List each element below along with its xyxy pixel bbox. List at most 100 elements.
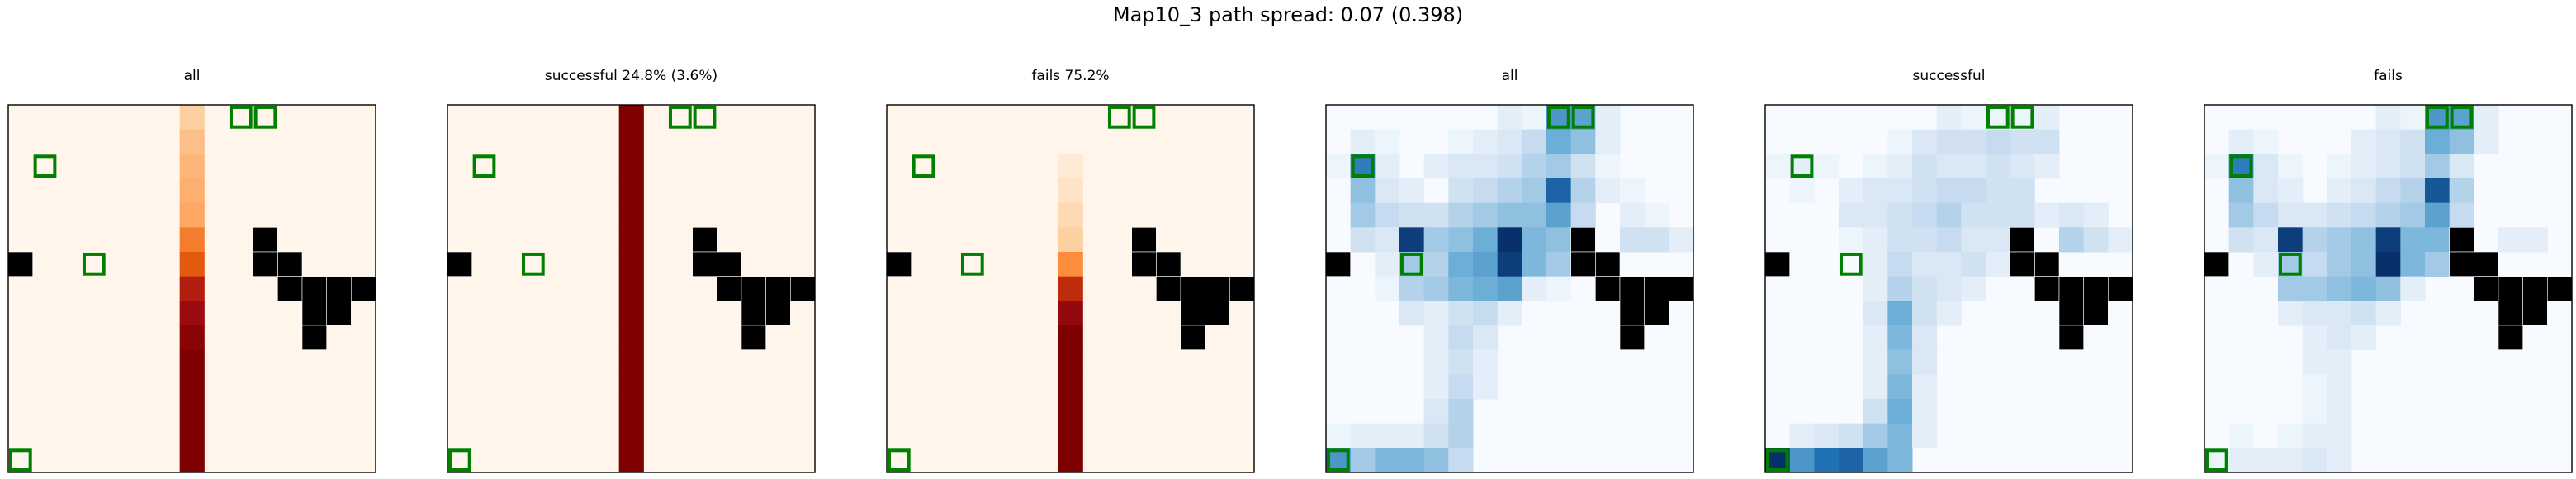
wall-cell xyxy=(1595,276,1621,301)
heatmap-cell xyxy=(1863,448,1888,473)
heatmap-cell xyxy=(2253,129,2279,154)
wall-cell xyxy=(1180,276,1205,301)
panel-frame xyxy=(886,104,1255,473)
heatmap-cell xyxy=(1058,178,1083,204)
heatmap-cell xyxy=(2375,154,2401,179)
heatmap-cell xyxy=(1863,423,1888,448)
heatmap-cell xyxy=(1473,325,1499,351)
heatmap-cell xyxy=(1936,301,1962,326)
heatmap-cell xyxy=(1399,227,1425,253)
heatmap-cell xyxy=(1912,349,1938,375)
heatmap-cell xyxy=(2034,202,2060,228)
heatmap-cell xyxy=(2010,129,2035,154)
heatmap-cell xyxy=(2351,252,2377,277)
heatmap-cell xyxy=(1326,423,1352,448)
heatmap-cell xyxy=(618,276,644,301)
heatmap-cell xyxy=(2449,129,2474,154)
heatmap-cell xyxy=(2351,178,2377,204)
heatmap-cell xyxy=(1473,178,1499,204)
heatmap-cell xyxy=(1058,227,1083,253)
heatmap-cell xyxy=(1473,276,1499,301)
heatmap-cell xyxy=(1448,227,1474,253)
panel-title-3: fails 75.2% xyxy=(1031,68,1110,84)
heatmap-cell xyxy=(1912,202,1938,228)
heatmap-cell xyxy=(1789,423,1815,448)
wall-cell xyxy=(1619,276,1645,301)
heatmap-cell xyxy=(2253,202,2279,228)
heatmap-cell xyxy=(2400,276,2426,301)
heatmap-cell xyxy=(1887,301,1913,326)
wall-cell xyxy=(1595,251,1621,277)
wall-cell xyxy=(765,301,791,326)
heatmap-cell xyxy=(2327,349,2352,375)
panel-frame xyxy=(1764,104,2133,473)
heatmap-cell xyxy=(1814,423,1840,448)
marker-square xyxy=(2010,105,2034,129)
wall-cell xyxy=(253,227,278,253)
marker-square xyxy=(887,448,911,472)
heatmap-cell xyxy=(2351,227,2377,253)
heatmap-cell xyxy=(1423,154,1449,179)
heatmap-cell xyxy=(1448,154,1474,179)
heatmap-cell xyxy=(618,154,644,179)
heatmap-cell xyxy=(1399,301,1425,326)
heatmap-cell xyxy=(179,178,205,204)
heatmap-cell xyxy=(2400,202,2426,228)
heatmap-cell xyxy=(1546,202,1572,228)
heatmap-cell xyxy=(2059,202,2085,228)
panel-frame xyxy=(7,104,376,473)
heatmap-cell xyxy=(1375,154,1400,179)
heatmap-cell xyxy=(1863,202,1888,228)
heatmap-cell xyxy=(2010,154,2035,179)
heatmap-cell xyxy=(1839,202,1864,228)
panel-title-6: fails xyxy=(2374,68,2403,84)
heatmap-cell xyxy=(1887,349,1913,375)
heatmap-cell xyxy=(179,227,205,253)
heatmap-cell xyxy=(1473,349,1499,375)
heatmap-cell xyxy=(1887,448,1913,473)
heatmap-cell xyxy=(2375,252,2401,277)
wall-cell xyxy=(2449,251,2474,277)
heatmap-cell xyxy=(2302,399,2327,424)
heatmap-cell xyxy=(1936,227,1962,253)
wall-cell xyxy=(1619,301,1645,326)
heatmap-cell xyxy=(1814,448,1840,473)
heatmap-cell xyxy=(618,105,644,130)
heatmap-cell xyxy=(1863,227,1888,253)
heatmap-cell xyxy=(2400,178,2426,204)
heatmap-cell xyxy=(1595,178,1621,204)
heatmap-cell xyxy=(2327,154,2352,179)
heatmap-cell xyxy=(179,423,205,448)
heatmap-cell xyxy=(2228,178,2254,204)
heatmap-cell xyxy=(1887,325,1913,351)
heatmap-cell xyxy=(2400,154,2426,179)
panel-title-1: all xyxy=(183,68,201,84)
heatmap-cell xyxy=(2059,227,2085,253)
heatmap-cell xyxy=(2278,448,2304,473)
wall-cell xyxy=(301,276,327,301)
heatmap-cell xyxy=(2351,202,2377,228)
heatmap-cell xyxy=(1522,227,1547,253)
heatmap-cell xyxy=(1595,129,1621,154)
heatmap-cell xyxy=(1375,252,1400,277)
heatmap-cell xyxy=(1375,448,1400,473)
heatmap-cell xyxy=(1448,276,1474,301)
heatmap-cell xyxy=(2302,252,2327,277)
heatmap-cell xyxy=(1863,374,1888,400)
heatmap-cell xyxy=(1423,399,1449,424)
heatmap-cell xyxy=(1423,374,1449,400)
heatmap-cell xyxy=(2425,178,2451,204)
heatmap-cell xyxy=(1423,423,1449,448)
wall-cell xyxy=(2010,251,2035,277)
wall-cell xyxy=(1764,251,1790,277)
heatmap-cell xyxy=(2228,423,2254,448)
wall-cell xyxy=(1180,325,1205,350)
heatmap-cell xyxy=(2375,105,2401,130)
heatmap-cell xyxy=(2375,202,2401,228)
wall-cell xyxy=(2522,276,2548,301)
heatmap-cell xyxy=(1423,349,1449,375)
heatmap-cell xyxy=(1912,423,1938,448)
heatmap-cell xyxy=(1936,276,1962,301)
marker-square xyxy=(912,154,935,178)
wall-cell xyxy=(741,276,766,301)
